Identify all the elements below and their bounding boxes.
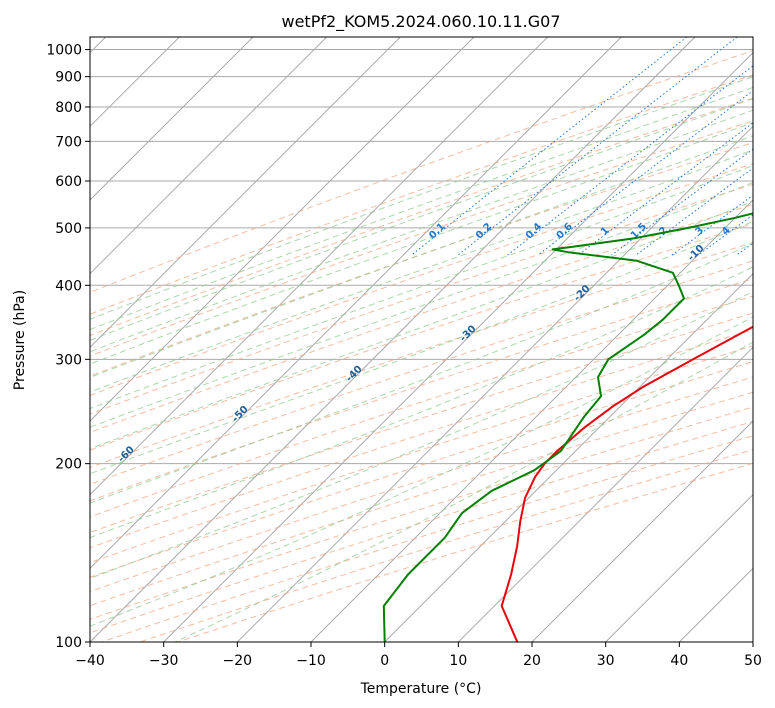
dry-adiabat: [90, 50, 753, 293]
dry-adiabat: [90, 142, 753, 377]
x-tick-label: −40: [75, 653, 105, 669]
moist-adiabat: [90, 98, 753, 341]
y-axis-title: Pressure (hPa): [12, 290, 28, 390]
dry-adiabat: [90, 361, 753, 578]
y-tick-label: 100: [55, 635, 82, 651]
isotherm: [236, 125, 753, 642]
dry-adiabat: [90, 163, 753, 396]
isotherm-label: -30: [458, 323, 479, 344]
isotherm-label: -60: [116, 444, 137, 465]
isotherm: [605, 493, 753, 642]
temperature-profile: [500, 325, 753, 642]
isotherm-label: -70: [2, 485, 23, 506]
moist-adiabat: [90, 86, 753, 331]
x-tick-label: 40: [670, 653, 688, 669]
x-tick-label: 0: [380, 653, 389, 669]
isotherm: [90, 37, 622, 570]
y-tick-label: 600: [55, 174, 82, 190]
x-tick-label: 20: [523, 653, 541, 669]
y-tick-label: 900: [55, 70, 82, 86]
dry-adiabat: [90, 223, 753, 451]
moist-adiabat: [90, 76, 753, 320]
y-tick-label: 800: [55, 100, 82, 116]
dewpoint-profile: [382, 212, 753, 642]
isotherm: [678, 567, 753, 642]
isotherm: [384, 272, 753, 642]
mixing-ratio-line: [507, 65, 753, 256]
dry-adiabat: [90, 278, 753, 502]
adiabat-layer: [90, 50, 753, 642]
mixing-ratio-line: [765, 37, 775, 255]
isotherm: [531, 420, 753, 642]
dry-adiabat: [177, 462, 753, 642]
mixing-ratio-label: 6: [759, 225, 772, 238]
dry-adiabat: [90, 97, 753, 337]
moist-adiabat: [90, 200, 753, 450]
mixing-ratio-label: 0.2: [474, 221, 494, 241]
isotherm: [90, 37, 475, 422]
y-tick-label: 400: [55, 278, 82, 294]
isotherm: [90, 37, 254, 201]
x-tick-label: 30: [597, 653, 615, 669]
mixing-ratio-layer: 0.10.20.40.611.52346810131620253036: [411, 37, 775, 256]
isotherm-label: -50: [230, 404, 251, 425]
isotherm-label: -20: [572, 283, 593, 304]
isotherm: [457, 346, 753, 642]
x-ticks: −40 −30 −20 −10 0 10 20 30 40 50: [75, 642, 762, 669]
x-axis-title: Temperature (°C): [360, 681, 482, 697]
dry-adiabat: [101, 435, 753, 642]
isotherm: [90, 37, 401, 349]
x-tick-label: −20: [223, 653, 253, 669]
mixing-ratio-line: [411, 37, 688, 256]
mixing-ratio-line: [635, 167, 753, 256]
isotherm: [90, 37, 696, 642]
y-tick-label: 300: [55, 352, 82, 368]
mixing-ratio-line: [457, 37, 738, 256]
x-tick-label: 50: [744, 653, 762, 669]
y-ticks: 100 200 300 400 500 600 700 800 900 1000: [46, 43, 90, 651]
dry-adiabat: [90, 260, 753, 485]
isotherm: [90, 37, 549, 496]
profile-layer: [382, 212, 753, 642]
isotherm: [310, 199, 753, 642]
dry-adiabat: [90, 312, 753, 534]
isotherm-label: -10: [686, 243, 707, 264]
mixing-ratio-label: 0.1: [427, 221, 447, 241]
isotherm: [752, 641, 753, 642]
y-tick-label: 1000: [46, 43, 82, 59]
moist-adiabat: [90, 242, 753, 504]
moist-adiabat: [90, 291, 753, 579]
moist-adiabat: [90, 266, 753, 539]
mixing-ratio-label: 1: [599, 225, 612, 238]
plot-frame: [89, 36, 754, 643]
chart-title: wetPf2_KOM5.2024.060.10.11.G07: [281, 12, 560, 32]
dry-adiabat: [90, 120, 753, 357]
moist-adiabat: [90, 181, 753, 428]
isotherm-label: -40: [344, 364, 365, 385]
isotherm: [90, 37, 328, 275]
plot-area: 0.10.20.40.611.52346810131620253036 -100…: [2, 37, 775, 642]
x-tick-label: −30: [149, 653, 179, 669]
isotherm: [163, 51, 753, 642]
mixing-ratio-line: [577, 122, 753, 256]
y-tick-label: 700: [55, 134, 82, 150]
moist-adiabat: [90, 109, 753, 353]
dry-adiabat: [90, 391, 753, 607]
y-tick-label: 500: [55, 221, 82, 237]
dry-adiabat: [90, 74, 753, 315]
moist-adiabat: [90, 316, 753, 627]
y-tick-label: 200: [55, 457, 82, 473]
dry-adiabat: [90, 329, 753, 549]
grid-layer: [90, 37, 753, 642]
x-tick-label: −10: [296, 653, 326, 669]
mixing-ratio-label: 0.6: [555, 221, 575, 241]
x-tick-label: 10: [449, 653, 467, 669]
moist-adiabat: [90, 164, 753, 410]
mixing-ratio-label: 4: [720, 225, 733, 238]
